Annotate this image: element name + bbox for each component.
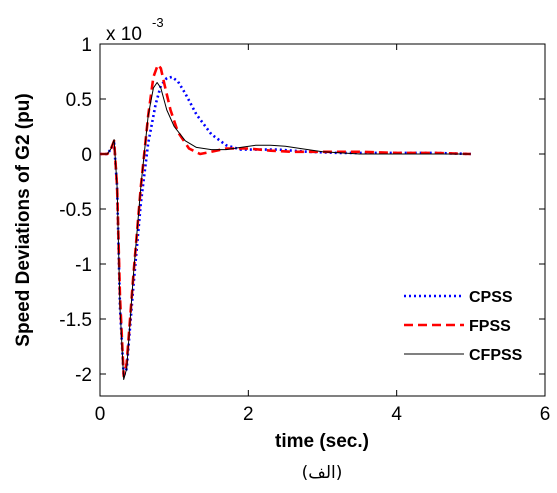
y-tick-label: 0 xyxy=(81,145,92,166)
y-tick-label: -2 xyxy=(75,365,92,386)
figure-caption: (الف) xyxy=(302,463,343,483)
plot-area xyxy=(99,43,546,397)
y-tick-label: 1 xyxy=(81,35,92,56)
y-tick-label: -0.5 xyxy=(59,200,92,221)
y-axis: 1 0.5 0 -0.5 -1 -1.5 -2 xyxy=(59,35,545,386)
y-tick-label: -1.5 xyxy=(59,310,92,331)
x-tick-label: 4 xyxy=(391,404,402,425)
x-tick-label: 0 xyxy=(95,404,106,425)
series-layer xyxy=(100,63,471,380)
axis-scale-exponent: -3 xyxy=(152,15,164,30)
y-axis-title: Speed Deviations of G2 (pu) xyxy=(13,93,34,346)
legend-label-fpss: FPSS xyxy=(469,318,511,335)
y-tick-label: 0.5 xyxy=(66,90,92,111)
y-tick-label: -1 xyxy=(75,255,92,276)
series-line-cfpss xyxy=(100,82,471,380)
x-axis-title: time (sec.) xyxy=(275,431,369,452)
x-tick-label: 6 xyxy=(540,404,551,425)
axis-scale-label: x 10 xyxy=(106,24,142,45)
legend-label-cpss: CPSS xyxy=(469,289,513,306)
legend-label-cfpss: CFPSS xyxy=(469,347,523,364)
x-axis: 0 2 4 6 xyxy=(95,44,551,425)
legend: CPSS FPSS CFPSS xyxy=(404,289,523,364)
x-tick-label: 2 xyxy=(243,404,254,425)
